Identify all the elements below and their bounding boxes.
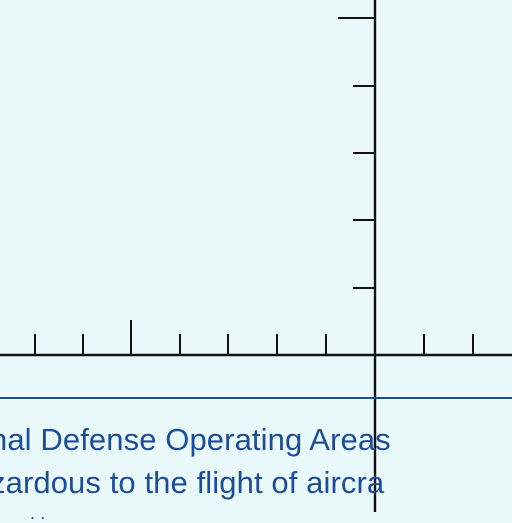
map-note-line: . . — [30, 503, 46, 523]
map-note-line: zardous to the flight of aircra — [0, 465, 385, 500]
horizontal-tick-marks — [34, 320, 474, 355]
map-frame — [0, 0, 512, 512]
map-note-line: nal Defense Operating Areas — [0, 422, 391, 457]
vertical-tick-marks — [338, 17, 375, 289]
